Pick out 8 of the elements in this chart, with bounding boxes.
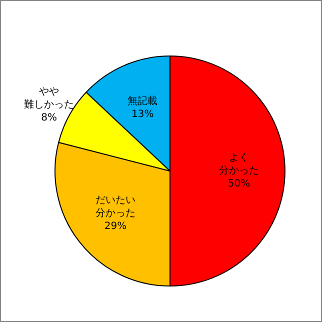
data-label: 50% — [228, 178, 250, 190]
data-label: 8% — [41, 112, 58, 124]
slice-label: だいたい分かった — [95, 195, 136, 220]
data-label: 13% — [131, 108, 154, 120]
slice-label: よく分かった — [219, 152, 259, 177]
slice-label: やや難しかった — [24, 86, 74, 110]
slice-label: 無記載 — [128, 94, 158, 107]
data-label: 29% — [104, 221, 127, 232]
